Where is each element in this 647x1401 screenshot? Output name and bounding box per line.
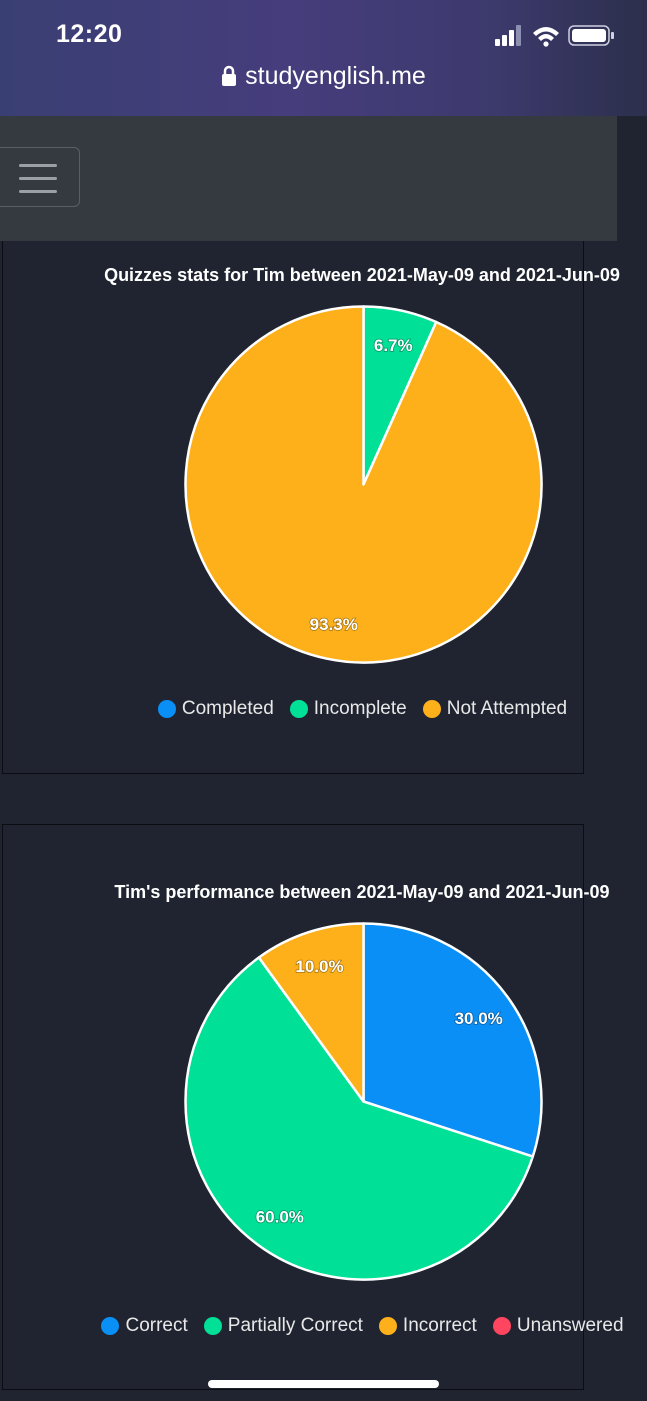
quizzes-legend-item-completed[interactable]: Completed	[157, 698, 274, 720]
legend-label: Not Attempted	[446, 698, 568, 719]
performance-legend-item-correct[interactable]: Correct	[101, 1315, 188, 1337]
performance-chart-title: Tim's performance between 2021-May-09 an…	[114, 882, 610, 902]
navbar	[0, 116, 617, 241]
performance-legend-item-unanswered[interactable]: Unanswered	[492, 1315, 624, 1337]
lock-icon	[222, 65, 237, 86]
legend-label: Correct	[125, 1315, 188, 1336]
quizzes-data-label-incomplete: 6.7%	[374, 336, 413, 355]
legend-marker-icon	[157, 700, 176, 718]
status-bar: 12:20 studyenglish.me	[0, 0, 647, 116]
wifi-icon	[533, 27, 559, 47]
quizzes-legend-item-not-attempted[interactable]: Not Attempted	[422, 698, 568, 720]
quizzes-slice-not-attempted[interactable]	[184, 305, 543, 664]
home-indicator	[208, 1380, 439, 1388]
legend-marker-icon	[492, 1317, 511, 1335]
quizzes-legend-item-incomplete[interactable]: Incomplete	[289, 698, 407, 720]
legend-marker-icon	[378, 1317, 397, 1335]
quizzes-legend: Completed Incomplete Not Attempted	[0, 698, 647, 720]
hamburger-icon	[19, 164, 57, 167]
legend-label: Incomplete	[313, 698, 407, 719]
quizzes-data-label-not-attempted: 93.3%	[310, 615, 358, 634]
status-time: 12:20	[56, 20, 123, 48]
performance-slice-incorrect[interactable]	[257, 922, 365, 1103]
legend-label: Partially Correct	[227, 1315, 363, 1336]
performance-legend-item-incorrect[interactable]: Incorrect	[378, 1315, 477, 1337]
performance-slice-correct[interactable]	[362, 922, 543, 1158]
legend-marker-icon	[203, 1317, 222, 1335]
performance-legend-item-partially-correct[interactable]: Partially Correct	[203, 1315, 363, 1337]
performance-data-label-partially-correct: 60.0%	[256, 1208, 304, 1227]
legend-label: Unanswered	[516, 1315, 624, 1336]
legend-marker-icon	[289, 700, 308, 718]
legend-label: Completed	[181, 698, 274, 719]
performance-legend: Correct Partially Correct Incorrect Unanswe…	[0, 1315, 647, 1337]
system-icons	[495, 25, 614, 47]
quizzes-chart-title: Quizzes stats for Tim between 2021-May-0…	[104, 265, 620, 285]
address-bar[interactable]: studyenglish.me	[0, 62, 647, 91]
performance-data-label-incorrect: 10.0%	[295, 957, 343, 976]
battery-icon	[568, 25, 614, 46]
signal-icon	[495, 25, 521, 46]
legend-marker-icon	[101, 1317, 120, 1335]
performance-data-label-correct: 30.0%	[455, 1009, 503, 1028]
url-text: studyenglish.me	[245, 62, 426, 90]
menu-toggle-button[interactable]	[0, 147, 80, 207]
legend-marker-icon	[422, 700, 441, 718]
performance-slice-partially-correct[interactable]	[184, 956, 535, 1281]
legend-label: Incorrect	[402, 1315, 477, 1336]
